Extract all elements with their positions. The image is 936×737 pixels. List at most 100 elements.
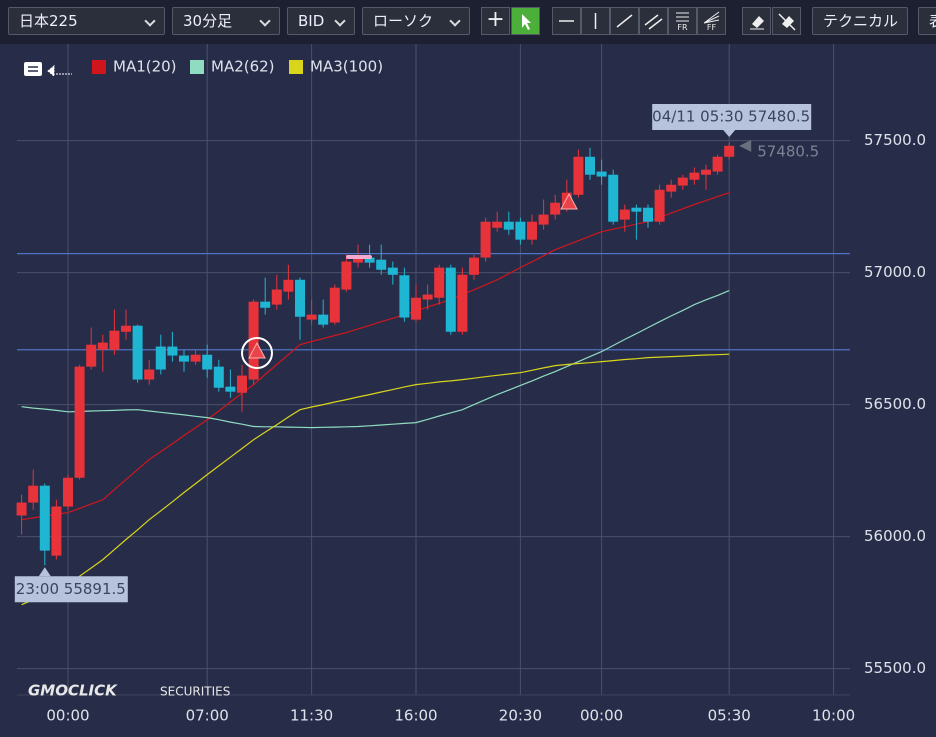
x-tick-label: 16:00	[394, 707, 437, 725]
candle-body	[109, 330, 120, 350]
ma-line	[21, 290, 730, 429]
fibo-retracement-button[interactable]: FR	[668, 7, 697, 35]
candle-body	[132, 325, 143, 380]
pointer-button[interactable]	[511, 7, 540, 35]
fibo-icon	[676, 12, 689, 22]
candle-body	[422, 294, 433, 300]
candle-body	[503, 221, 514, 230]
fibo-fan-button[interactable]: FF	[697, 7, 726, 35]
candle-body	[295, 279, 305, 317]
fan-icon	[703, 11, 720, 24]
candle-body	[538, 214, 549, 225]
candle-body	[190, 354, 201, 362]
candle-body	[434, 267, 445, 298]
chart-style-select[interactable]: ローソク	[362, 7, 470, 35]
candle-body	[492, 221, 503, 228]
candle-body	[480, 221, 491, 258]
price-pointer	[739, 139, 752, 152]
candle-body	[51, 506, 62, 556]
candle-body	[550, 202, 561, 215]
pointer-icon	[522, 14, 531, 30]
technical-button[interactable]: テクニカル	[812, 7, 908, 35]
trendline-icon	[616, 14, 633, 28]
candle-body	[411, 297, 421, 320]
candle-body	[260, 301, 271, 308]
erase-all-icon	[778, 13, 796, 31]
candle-body	[39, 485, 50, 551]
candle-body	[97, 342, 108, 350]
y-tick-label: 57500.0	[864, 131, 926, 149]
erase-all-button[interactable]	[772, 7, 801, 35]
last-price-box	[652, 104, 812, 130]
low-price-box	[14, 576, 128, 603]
candle-body	[283, 279, 294, 292]
candle-body	[376, 259, 387, 270]
ma-line	[21, 353, 730, 606]
candle-body	[237, 375, 247, 393]
trendline-button[interactable]	[610, 7, 639, 35]
legend-label: MA1(20)	[113, 58, 177, 76]
y-tick-label: 56500.0	[864, 395, 926, 413]
signal-triangle	[560, 192, 578, 210]
candle-body	[74, 366, 85, 478]
candle-body	[619, 209, 630, 220]
table-button[interactable]: 表	[918, 7, 936, 35]
candle-body	[631, 207, 642, 212]
ff-label: FF	[706, 23, 717, 32]
candle-body	[387, 267, 398, 275]
fr-label: FR	[677, 23, 688, 32]
candle-body	[213, 366, 224, 388]
low-price-label: 23:00 55891.5	[16, 580, 126, 598]
candle-body	[573, 156, 584, 195]
candle-body	[643, 207, 653, 222]
candle-body	[121, 325, 131, 332]
candle-body	[677, 177, 688, 186]
x-tick-label: 07:00	[186, 707, 229, 725]
logo-suffix: SECURITIES	[160, 685, 230, 699]
candle-body	[167, 346, 178, 356]
candle-body	[608, 174, 619, 222]
symbol-select[interactable]: 日本225	[8, 7, 165, 35]
legend-swatch	[289, 60, 303, 74]
comment-icon	[24, 62, 42, 76]
x-tick-label: 00:00	[580, 707, 623, 725]
candle-body	[445, 267, 456, 332]
signal-dash	[346, 255, 372, 259]
candle-body	[353, 257, 363, 263]
toolbar: 日本225 30分足 BID ローソク + FR FF テクニカル 表	[0, 0, 936, 44]
timeframe-select[interactable]: 30分足	[172, 7, 280, 35]
candle-body	[515, 221, 526, 240]
candle-body	[654, 189, 665, 222]
legend	[24, 62, 72, 78]
low-pointer	[38, 567, 51, 577]
collapse-icon	[47, 64, 72, 78]
last-price-pointer	[723, 130, 736, 137]
hline-button[interactable]	[552, 7, 581, 35]
hline-icon	[559, 20, 574, 22]
x-tick-label: 20:30	[499, 707, 542, 725]
comment-icon	[28, 66, 38, 72]
vline-icon	[594, 13, 597, 29]
legend-swatch	[92, 60, 106, 74]
eraser-button[interactable]	[742, 7, 771, 35]
candle-body	[225, 386, 236, 392]
price-type-select[interactable]: BID	[287, 7, 355, 35]
candle-body	[306, 314, 317, 320]
x-tick-label: 05:30	[708, 707, 751, 725]
legend-label: MA2(62)	[211, 58, 275, 76]
candle-body	[399, 275, 410, 318]
legend-swatch	[190, 60, 204, 74]
candle-body	[16, 502, 27, 516]
candle-body	[341, 261, 352, 290]
y-tick-label: 55500.0	[864, 659, 926, 677]
crosshair-button[interactable]: +	[481, 7, 510, 35]
legend-label: MA3(100)	[310, 58, 383, 76]
signal-circle	[241, 337, 273, 369]
channel-icon	[644, 14, 663, 30]
channel-button[interactable]	[639, 7, 668, 35]
logo: GMOCLICK	[28, 682, 118, 700]
candle-body	[248, 301, 259, 380]
candle-body	[179, 355, 189, 362]
vline-button[interactable]	[581, 7, 610, 35]
